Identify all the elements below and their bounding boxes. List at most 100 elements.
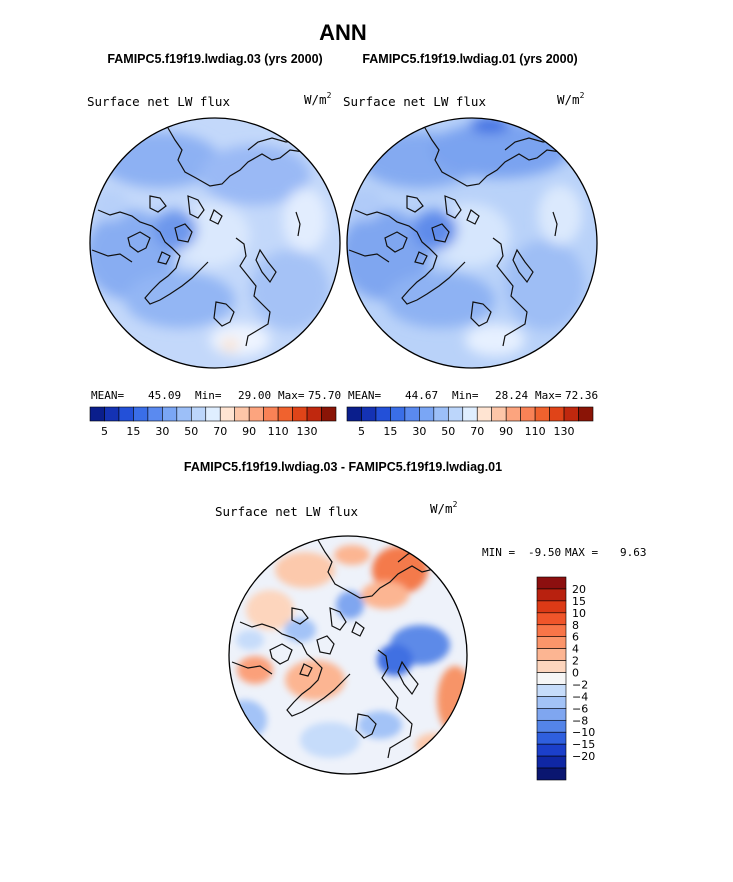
colorbar-tick-label: 2 — [572, 655, 579, 668]
left-min-value: 29.00 — [238, 389, 271, 402]
colorbar-tick-label: 5 — [358, 425, 365, 438]
colorbar-tick-label: −15 — [572, 738, 595, 751]
diff-units: W/m2 — [430, 500, 458, 516]
diff-panel-title: FAMIPC5.f19f19.lwdiag.03 - FAMIPC5.f19f1… — [184, 460, 502, 474]
colorbar-tick-label: 6 — [572, 631, 579, 644]
colorbar-swatch — [536, 696, 567, 709]
colorbar-tick-label: 20 — [572, 583, 586, 596]
colorbar-tick-label: 4 — [572, 643, 579, 656]
left-map-border — [89, 117, 341, 369]
colorbar-swatch — [536, 743, 567, 757]
colorbar-tick-label: 50 — [441, 425, 455, 438]
colorbar-swatch — [404, 406, 420, 422]
colorbar-tick-label: −20 — [572, 750, 595, 763]
diff-panel: Surface net LW flux W/m2 MIN = -9.50 MAX… — [215, 500, 647, 781]
right-variable-label: Surface net LW flux — [343, 94, 486, 109]
colorbar-swatch — [219, 406, 236, 422]
right-max-label: Max= — [535, 389, 562, 402]
colorbar-swatch — [292, 406, 308, 422]
left-min-label: Min= — [195, 389, 222, 402]
colorbar-swatch — [536, 672, 567, 685]
right-coastlines — [348, 127, 568, 347]
colorbar-swatch — [248, 406, 264, 422]
diff-min-value: -9.50 — [528, 546, 561, 559]
colorbar-swatch — [536, 624, 567, 638]
diff-max-label: MAX = — [565, 546, 598, 559]
colorbar-swatch — [462, 406, 478, 422]
colorbar-tick-label: 130 — [554, 425, 575, 438]
colorbar-swatch — [534, 406, 550, 422]
colorbar-swatch — [505, 406, 521, 422]
colorbar-swatch — [205, 406, 221, 422]
left-max-value: 75.70 — [308, 389, 341, 402]
colorbar-tick-label: −2 — [572, 678, 588, 691]
colorbar-swatch — [536, 612, 567, 626]
colorbar-swatch — [89, 406, 105, 422]
left-units: W/m2 — [304, 91, 332, 107]
right-min-value: 28.24 — [495, 389, 528, 402]
colorbar-swatch — [234, 406, 250, 422]
colorbar-swatch — [419, 406, 435, 422]
colorbar-swatch — [536, 588, 567, 602]
colorbar-swatch — [536, 576, 567, 590]
colorbar-swatch — [536, 600, 567, 614]
colorbar-swatch — [536, 648, 567, 661]
colorbar-tick-label: −4 — [572, 690, 588, 703]
colorbar-swatch — [578, 406, 594, 422]
left-panel-title: FAMIPC5.f19f19.lwdiag.03 (yrs 2000) — [107, 52, 322, 66]
colorbar-swatch — [563, 406, 579, 422]
colorbar-swatch — [536, 708, 567, 721]
colorbar-swatch — [346, 406, 362, 422]
colorbar-tick-label: 110 — [268, 425, 289, 438]
colorbar-tick-label: 130 — [297, 425, 318, 438]
right-max-value: 72.36 — [565, 389, 598, 402]
colorbar-swatch — [536, 660, 567, 673]
diff-map — [229, 536, 467, 774]
colorbar-swatch — [536, 684, 567, 697]
right-map-border — [346, 117, 598, 369]
colorbar-swatch — [277, 406, 293, 422]
diff-min-label: MIN = — [482, 546, 515, 559]
colorbar-swatch — [118, 406, 134, 422]
colorbar-tick-label: 5 — [101, 425, 108, 438]
colorbar-tick-label: 15 — [572, 595, 586, 608]
colorbar-tick-label: 8 — [572, 619, 579, 632]
right-map — [347, 118, 597, 368]
right-colorbar: 5 15 30 50 70 90 110 130 — [346, 406, 594, 438]
colorbar-swatch — [536, 731, 567, 745]
diff-map-border — [228, 535, 468, 775]
right-mean-label: MEAN= — [348, 389, 381, 402]
colorbar-swatch — [520, 406, 536, 422]
left-mean-value: 45.09 — [148, 389, 181, 402]
colorbar-swatch — [263, 406, 279, 422]
colorbar-swatch — [476, 406, 493, 422]
colorbar-swatch — [104, 406, 120, 422]
colorbar-swatch — [536, 767, 567, 781]
colorbar-tick-label: −10 — [572, 726, 595, 739]
colorbar-tick-label: 110 — [525, 425, 546, 438]
diff-coastlines — [231, 539, 455, 759]
colorbar-swatch — [147, 406, 163, 422]
colorbar-swatch — [321, 406, 337, 422]
colorbar-swatch — [375, 406, 391, 422]
colorbar-swatch — [306, 406, 322, 422]
left-map — [90, 118, 340, 368]
left-mean-label: MEAN= — [91, 389, 124, 402]
colorbar-tick-label: 30 — [155, 425, 169, 438]
colorbar-tick-label: 10 — [572, 607, 586, 620]
right-mean-value: 44.67 — [405, 389, 438, 402]
colorbar-swatch — [133, 406, 149, 422]
diff-variable-label: Surface net LW flux — [215, 504, 358, 519]
colorbar-swatch — [176, 406, 192, 422]
left-variable-label: Surface net LW flux — [87, 94, 230, 109]
colorbar-tick-label: 0 — [572, 667, 579, 680]
right-stats: MEAN= 44.67 Min= 28.24 Max= 72.36 — [348, 389, 598, 402]
colorbar-tick-label: 15 — [383, 425, 397, 438]
colorbar-tick-label: 30 — [412, 425, 426, 438]
colorbar-swatch — [390, 406, 406, 422]
colorbar-tick-label: −8 — [572, 714, 588, 727]
colorbar-swatch — [361, 406, 377, 422]
colorbar-swatch — [162, 406, 178, 422]
